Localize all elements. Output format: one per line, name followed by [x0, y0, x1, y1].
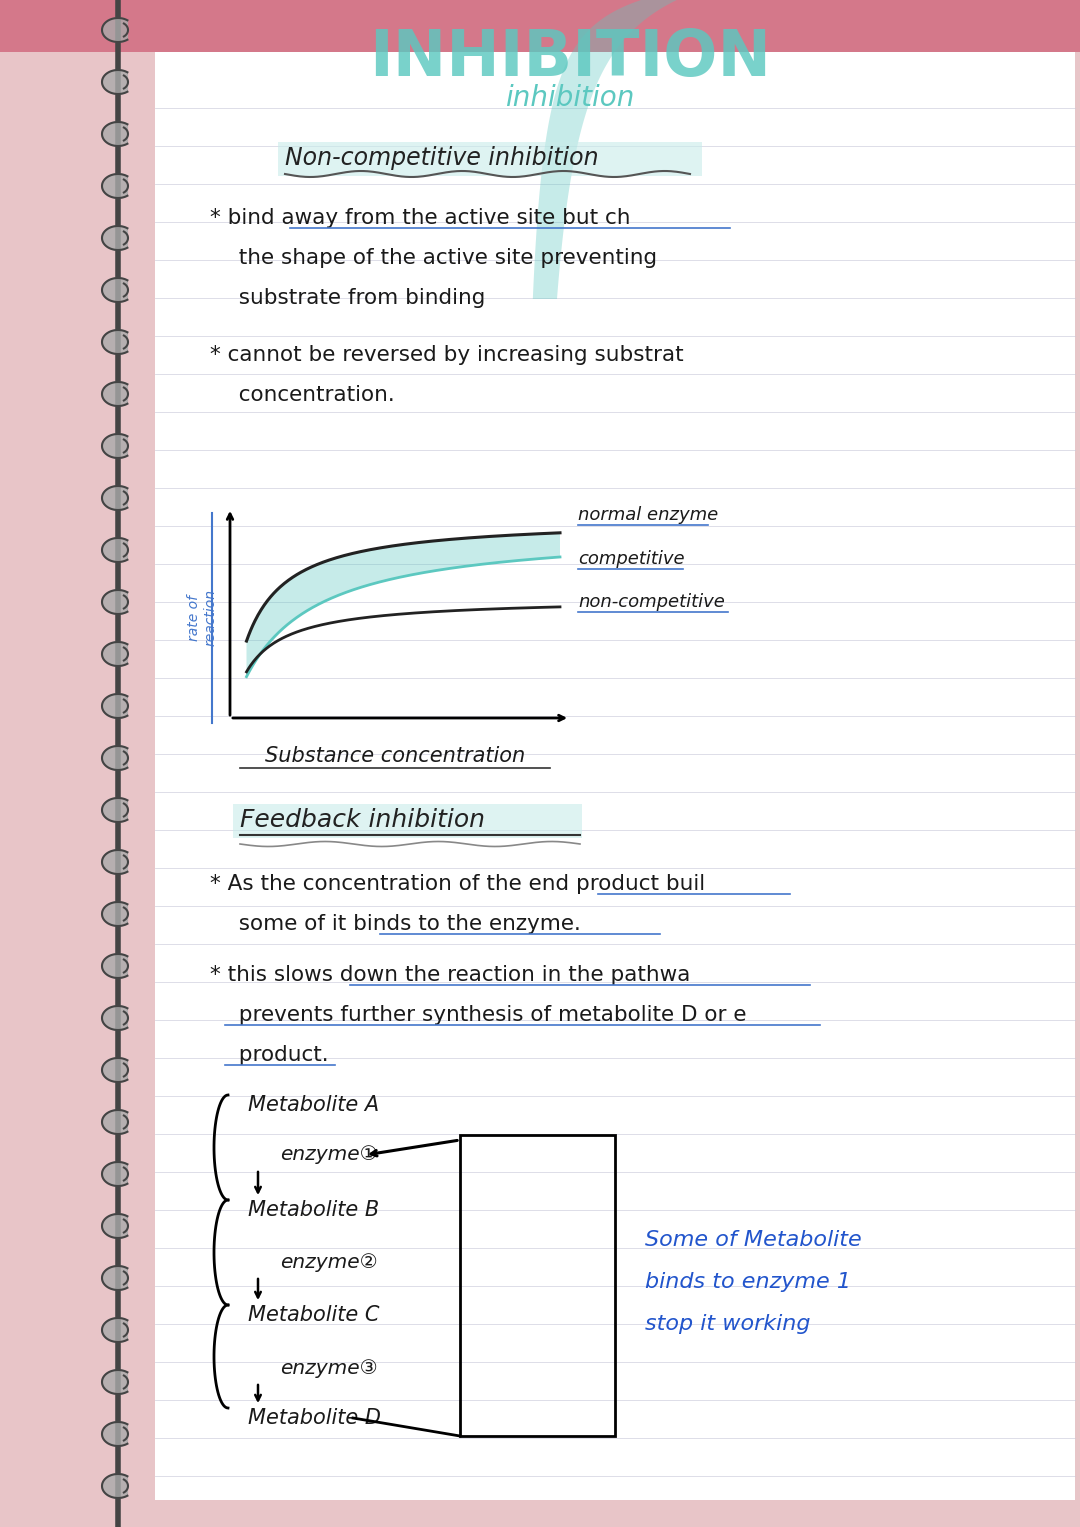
FancyBboxPatch shape	[278, 142, 702, 176]
Text: the shape of the active site preventing: the shape of the active site preventing	[225, 247, 657, 269]
Text: Metabolite B: Metabolite B	[248, 1200, 379, 1220]
Text: enzyme③: enzyme③	[280, 1359, 378, 1377]
Polygon shape	[102, 226, 127, 250]
Bar	[460, 1135, 615, 1435]
FancyBboxPatch shape	[156, 50, 1075, 1500]
Polygon shape	[102, 1006, 127, 1031]
Text: competitive: competitive	[578, 550, 685, 568]
Polygon shape	[102, 589, 127, 614]
Text: inhibition: inhibition	[505, 84, 635, 111]
Text: Substance concentration: Substance concentration	[265, 747, 525, 767]
Polygon shape	[102, 1266, 127, 1290]
Polygon shape	[102, 382, 127, 406]
Polygon shape	[102, 1110, 127, 1135]
Text: non-competitive: non-competitive	[578, 592, 725, 611]
Polygon shape	[102, 1370, 127, 1394]
Polygon shape	[102, 330, 127, 354]
Polygon shape	[102, 1422, 127, 1446]
Polygon shape	[102, 538, 127, 562]
Text: rate of
reaction: rate of reaction	[187, 589, 217, 646]
Text: stop it working: stop it working	[645, 1315, 810, 1335]
Polygon shape	[102, 486, 127, 510]
Text: concentration.: concentration.	[225, 385, 395, 405]
Text: Feedback inhibition: Feedback inhibition	[240, 808, 485, 832]
Polygon shape	[102, 70, 127, 95]
Text: Metabolite D: Metabolite D	[248, 1408, 381, 1428]
Polygon shape	[102, 641, 127, 666]
Text: enzyme②: enzyme②	[280, 1252, 378, 1272]
Polygon shape	[102, 693, 127, 718]
Text: * As the concentration of the end product buil: * As the concentration of the end produc…	[210, 873, 705, 893]
Polygon shape	[102, 747, 127, 770]
Text: Metabolite C: Metabolite C	[248, 1306, 379, 1325]
Polygon shape	[102, 18, 127, 43]
Text: some of it binds to the enzyme.: some of it binds to the enzyme.	[225, 915, 581, 935]
Polygon shape	[102, 1162, 127, 1186]
Text: Some of Metabolite: Some of Metabolite	[645, 1231, 862, 1251]
Text: * bind away from the active site but ch: * bind away from the active site but ch	[210, 208, 631, 228]
Text: product.: product.	[225, 1044, 328, 1064]
Text: INHIBITION: INHIBITION	[369, 27, 771, 89]
Polygon shape	[102, 799, 127, 822]
FancyBboxPatch shape	[233, 805, 582, 838]
Polygon shape	[102, 1318, 127, 1342]
Text: * cannot be reversed by increasing substrat: * cannot be reversed by increasing subst…	[210, 345, 684, 365]
Polygon shape	[102, 278, 127, 302]
Text: normal enzyme: normal enzyme	[578, 505, 718, 524]
Polygon shape	[102, 434, 127, 458]
Text: Metabolite A: Metabolite A	[248, 1095, 379, 1115]
Polygon shape	[102, 1058, 127, 1083]
Text: binds to enzyme 1: binds to enzyme 1	[645, 1272, 851, 1292]
Polygon shape	[102, 1214, 127, 1238]
Polygon shape	[102, 954, 127, 977]
FancyBboxPatch shape	[0, 0, 1080, 52]
Polygon shape	[102, 174, 127, 199]
Text: enzyme①: enzyme①	[280, 1145, 378, 1165]
Polygon shape	[102, 902, 127, 925]
Text: Non-competitive inhibition: Non-competitive inhibition	[285, 147, 598, 169]
Text: * this slows down the reaction in the pathwa: * this slows down the reaction in the pa…	[210, 965, 690, 985]
Polygon shape	[102, 851, 127, 873]
Text: prevents further synthesis of metabolite D or e: prevents further synthesis of metabolite…	[225, 1005, 746, 1025]
Polygon shape	[102, 122, 127, 147]
Polygon shape	[102, 1474, 127, 1498]
Text: substrate from binding: substrate from binding	[225, 289, 485, 308]
